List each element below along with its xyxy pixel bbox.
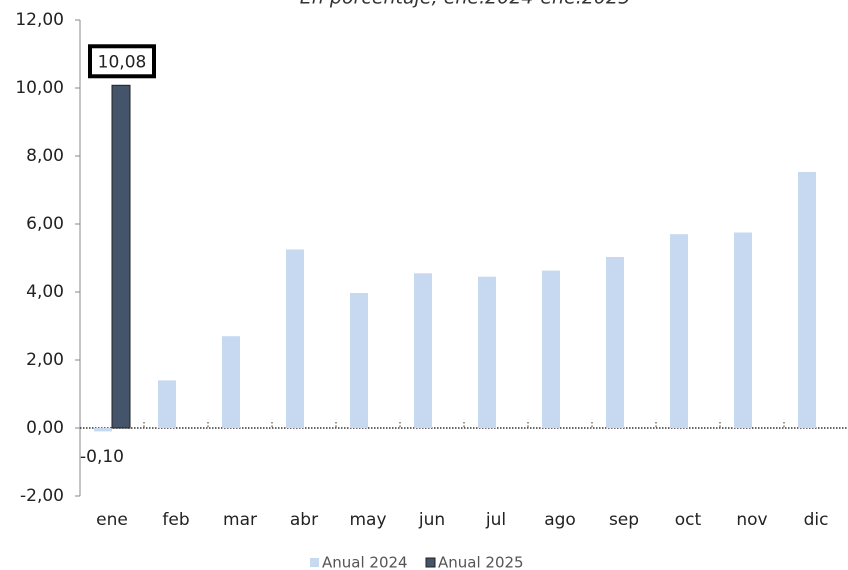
bar: [158, 380, 176, 428]
legend-label: Anual 2025: [438, 554, 524, 570]
legend-label: Anual 2024: [322, 554, 408, 570]
bar: [111, 84, 131, 429]
bar: [670, 234, 688, 428]
x-tick-label: ago: [544, 510, 576, 530]
y-tick-label: 10,00: [15, 78, 64, 98]
y-tick-label: -2,00: [20, 486, 64, 506]
x-tick-label: jun: [418, 510, 445, 530]
label-box: [88, 44, 156, 79]
bar: [414, 273, 432, 428]
x-tick-label: mar: [223, 510, 257, 530]
x-tick-label: may: [349, 510, 386, 530]
data-label: -0,10: [80, 447, 124, 467]
y-tick-label: 4,00: [26, 282, 64, 302]
y-tick-label: 6,00: [26, 214, 64, 234]
bar: [734, 232, 752, 428]
bar: [542, 270, 560, 428]
x-tick-label: abr: [290, 510, 318, 530]
x-tick-label: oct: [675, 510, 702, 530]
x-tick-label: jul: [485, 510, 506, 530]
y-tick-label: 0,00: [26, 418, 64, 438]
x-tick-label: dic: [804, 510, 829, 530]
y-tick-label: 2,00: [26, 350, 64, 370]
bar: [94, 428, 112, 432]
bar: [798, 171, 816, 429]
x-tick-label: sep: [609, 510, 639, 530]
bar: [478, 276, 496, 428]
x-tick-label: ene: [96, 510, 128, 530]
y-tick-label: 12,00: [15, 10, 64, 30]
bar: [350, 293, 368, 428]
chart-subtitle: En porcentaje, ene.2024-ene.2025: [300, 0, 630, 9]
x-tick-label: feb: [162, 510, 189, 530]
bar: [222, 336, 240, 428]
y-tick-label: 8,00: [26, 146, 64, 166]
x-tick-label: nov: [736, 510, 767, 530]
bar: [286, 249, 304, 428]
bar: [606, 256, 624, 428]
legend-swatch: [310, 558, 319, 567]
legend-swatch: [425, 557, 436, 568]
data-label: 10,08: [98, 52, 147, 72]
